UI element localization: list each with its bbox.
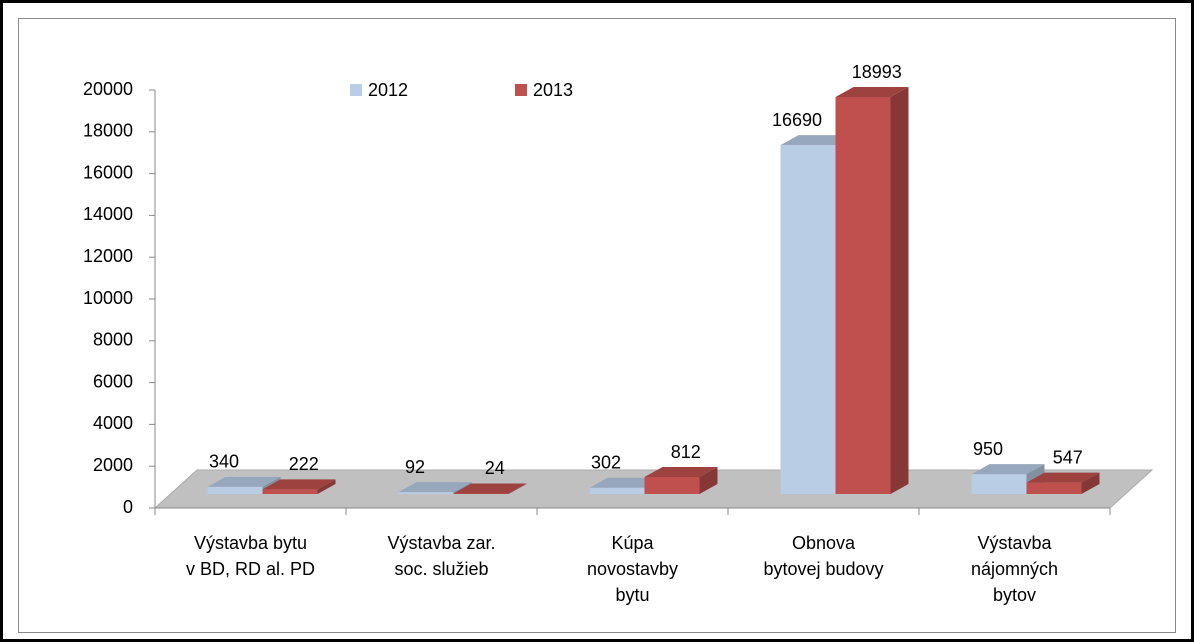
bar-front [971,474,1027,494]
bar-side [699,467,718,494]
x-tick-label: Kúpa novostavby bytu [587,533,678,605]
y-tick-label: 0 [123,497,133,517]
bar-front [589,487,645,494]
bar-top [207,476,281,487]
x-tick-label: Výstavba nájomných bytov [971,533,1058,605]
bar-front [207,486,263,494]
bar-top [780,135,854,146]
bar-side [1081,472,1100,494]
bar-side [317,479,336,494]
bar-front [1026,482,1082,494]
bar-top [398,482,472,493]
y-tick-label: 4000 [93,413,133,433]
bar [835,87,909,495]
bar-front [644,477,700,494]
y-tick-label: 10000 [83,288,133,308]
value-label: 18993 [852,62,902,82]
legend-label: 2013 [533,80,573,100]
bar-front [453,493,509,494]
y-tick-label: 12000 [83,246,133,266]
value-label: 302 [591,452,621,472]
x-tick-label: Obnova bytovej budovy [763,533,883,579]
bar-side [508,483,527,494]
value-label: 92 [405,457,425,477]
bar-front [398,492,454,494]
y-tick-label: 6000 [93,371,133,391]
bar-front [780,145,836,494]
bar [971,464,1045,494]
bar-front [262,489,318,494]
y-tick-label: 20000 [83,79,133,99]
value-label: 812 [671,442,701,462]
x-tick-label: Výstavba zar. soc. služieb [387,533,495,579]
value-label: 340 [209,452,239,472]
y-tick-label: 8000 [93,330,133,350]
bar-top [1026,472,1100,483]
value-label: 222 [289,454,319,474]
bar [453,483,527,494]
bar [262,479,336,494]
bar-top [589,477,663,488]
value-label: 24 [485,458,505,478]
bar [644,467,718,494]
bar [398,482,472,494]
y-tick-label: 2000 [93,455,133,475]
legend-swatch [350,84,362,96]
chart-frame [18,18,1176,633]
y-tick-label: 16000 [83,162,133,182]
bar-side [890,87,909,495]
bar-front [835,97,891,495]
value-label: 16690 [772,110,822,130]
x-tick-label: Výstavba bytu v BD, RD al. PD [186,533,315,579]
bar [1026,472,1100,494]
bar-top [262,479,336,490]
bar [207,476,281,494]
bar-top [835,87,909,98]
legend-label: 2012 [368,80,408,100]
value-label: 547 [1053,447,1083,467]
bar-top [644,467,718,478]
bar-top [453,483,527,494]
y-tick-label: 18000 [83,121,133,141]
legend-swatch [515,84,527,96]
value-label: 950 [973,439,1003,459]
bar-top [971,464,1045,475]
y-tick-label: 14000 [83,204,133,224]
